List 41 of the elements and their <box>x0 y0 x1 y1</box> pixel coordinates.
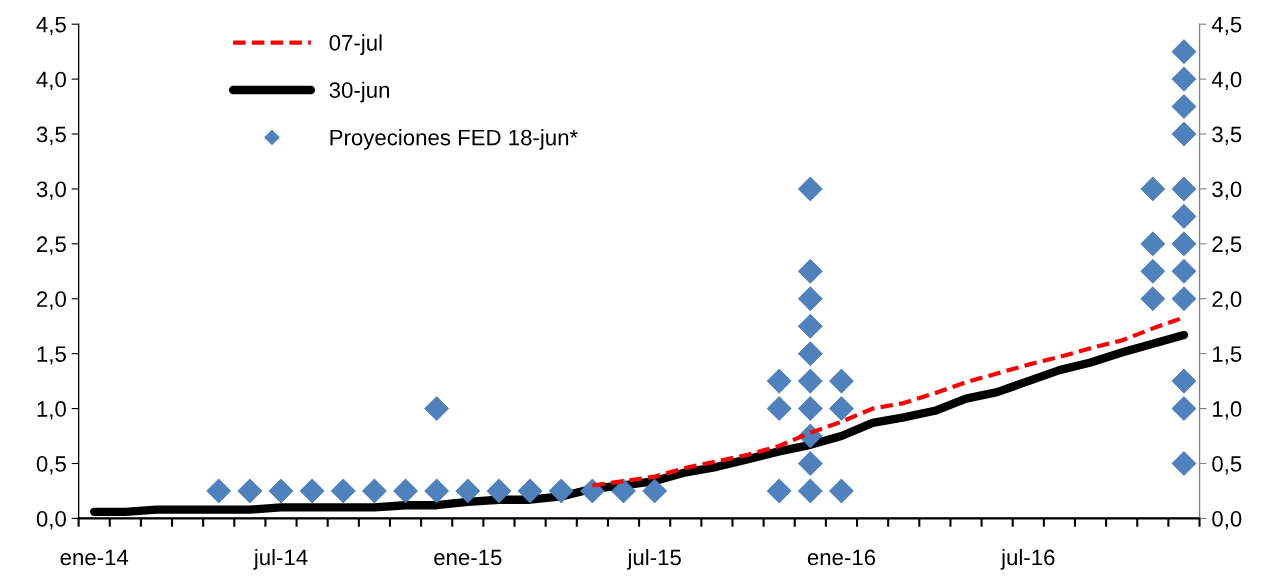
point <box>1171 451 1197 476</box>
point <box>797 396 823 421</box>
y2-tick-label: 1,0 <box>1213 401 1242 420</box>
point <box>797 286 823 312</box>
y2-tick-label: 2,0 <box>1212 291 1242 310</box>
point <box>829 396 854 421</box>
legend-label: 30-jun <box>329 81 390 103</box>
y-tick-label: 0,5 <box>36 456 66 475</box>
point <box>1171 176 1197 202</box>
x-tick-label: jul-14 <box>253 548 308 570</box>
x-tick-label: ene-15 <box>434 549 502 566</box>
y-tick-label: 1,0 <box>37 401 66 420</box>
y-tick-label: 0,0 <box>36 510 66 530</box>
x-tick-label: jul-15 <box>626 548 681 570</box>
point <box>424 478 450 504</box>
y-tick-label: 3,0 <box>36 181 66 200</box>
y2-tick-label: 1,5 <box>1213 346 1242 365</box>
y2-tick-label: 3,5 <box>1212 126 1242 145</box>
y-tick-label: 2,0 <box>37 291 66 310</box>
y2-tick-label: 2,5 <box>1212 236 1242 255</box>
legend-label: Proyeciones FED 18-jun* <box>330 129 578 150</box>
legend-label: 07-jul <box>329 34 382 56</box>
y-tick-label: 1,5 <box>37 346 66 365</box>
point <box>766 368 792 394</box>
y-tick-label: 2,5 <box>37 236 66 255</box>
x-tick-label: ene-14 <box>60 549 129 566</box>
y2-tick-label: 4,0 <box>1211 71 1242 90</box>
y-tick-label: 4,0 <box>36 71 66 90</box>
y-tick-label: 3,5 <box>36 126 66 145</box>
y2-tick-label: 0,0 <box>1212 510 1242 530</box>
point <box>829 368 854 394</box>
x-tick-label: ene-16 <box>807 549 876 566</box>
y-tick-label: 4,5 <box>36 16 66 36</box>
y2-tick-label: 4,5 <box>1211 16 1242 36</box>
point <box>455 478 481 504</box>
point <box>797 451 823 476</box>
point <box>1171 396 1197 421</box>
y2-tick-label: 0,5 <box>1212 456 1242 475</box>
point <box>1171 121 1197 147</box>
y2-tick-label: 3,0 <box>1212 181 1242 200</box>
x-tick-label: jul-16 <box>1000 548 1055 570</box>
